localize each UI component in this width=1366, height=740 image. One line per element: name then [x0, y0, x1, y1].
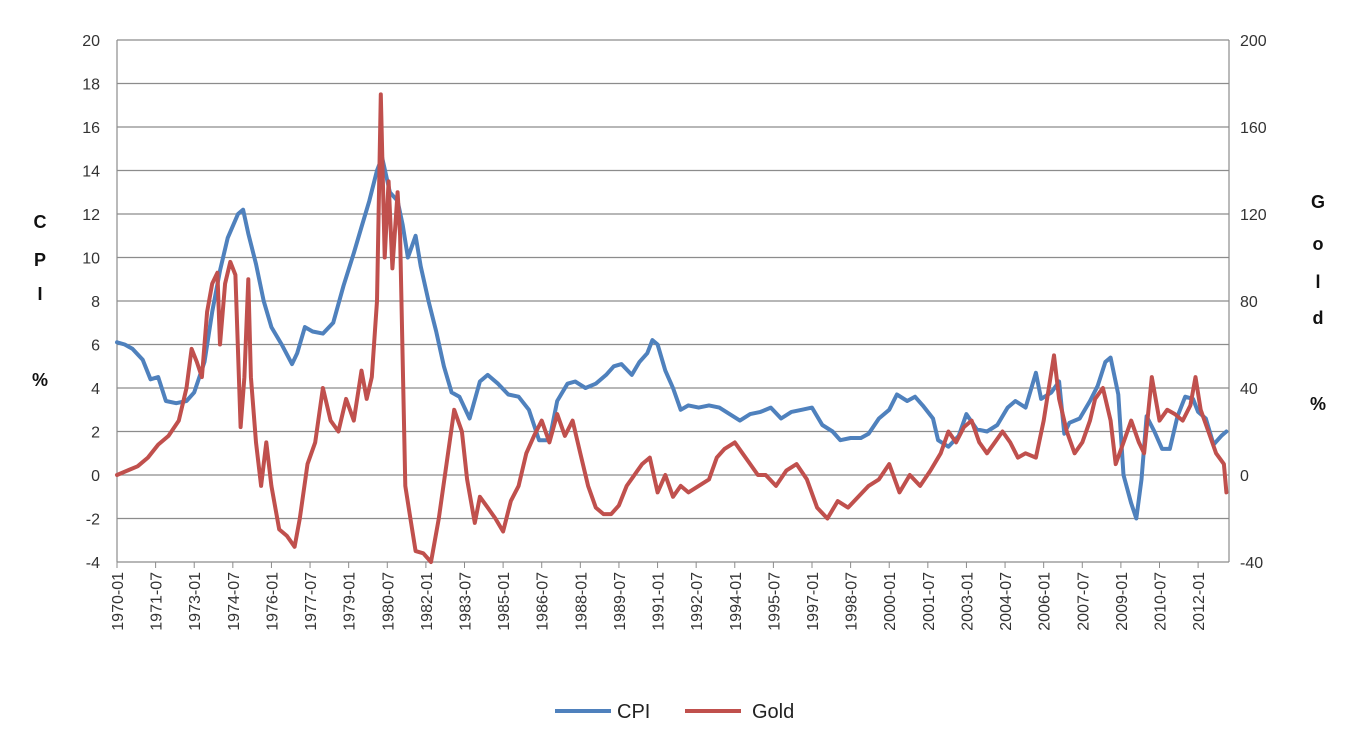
right-tick-label: 200 [1240, 33, 1267, 50]
x-tick-label: 1992-07 [689, 572, 706, 631]
right-axis-title-char: G [1311, 192, 1325, 212]
series-line-gold [115, 92, 1229, 564]
x-axis-ticks: 1970-01 1971-07 1973-01 1974-07 1976-01 1977-… [110, 562, 1208, 631]
x-tick-label: 2012-01 [1191, 572, 1208, 631]
right-axis-ticks: -40 0 40 80 120 160 200 [1240, 33, 1267, 572]
x-tick-label: 2006-01 [1037, 572, 1054, 631]
left-tick-label: 18 [82, 77, 100, 94]
left-tick-label: -4 [86, 555, 100, 572]
x-tick-label: 1973-01 [187, 572, 204, 631]
right-axis-title: Gold% [1310, 192, 1326, 414]
grid [117, 39, 1229, 563]
left-axis-title: CPI% [32, 212, 48, 390]
left-tick-label: -2 [86, 512, 100, 529]
left-tick-label: 6 [91, 338, 100, 355]
right-tick-label: 80 [1240, 294, 1258, 311]
x-tick-label: 1971-07 [149, 572, 166, 631]
x-tick-label: 1979-01 [342, 572, 359, 631]
x-tick-label: 1994-01 [728, 572, 745, 631]
series-line-cpi [115, 155, 1229, 521]
right-tick-label: -40 [1240, 555, 1263, 572]
x-tick-label: 1991-01 [651, 572, 668, 631]
legend-label-gold: Gold [752, 701, 794, 723]
x-tick-label: 1985-01 [496, 572, 513, 631]
x-tick-label: 2003-01 [959, 572, 976, 631]
right-tick-label: 160 [1240, 120, 1267, 137]
x-tick-label: 1977-07 [303, 572, 320, 631]
left-tick-label: 16 [82, 120, 100, 137]
left-axis-title-char: P [34, 250, 46, 270]
left-axis-title-char: % [32, 370, 48, 390]
x-tick-label: 1997-01 [805, 572, 822, 631]
right-axis-title-char: l [1315, 272, 1320, 292]
left-tick-label: 2 [91, 425, 100, 442]
right-axis-title-char: o [1313, 234, 1324, 254]
left-tick-label: 8 [91, 294, 100, 311]
left-tick-label: 12 [82, 207, 100, 224]
x-tick-label: 1970-01 [110, 572, 127, 631]
x-tick-label: 1980-07 [380, 572, 397, 631]
left-tick-label: 4 [91, 381, 100, 398]
x-tick-label: 2007-07 [1075, 572, 1092, 631]
left-axis-title-char: I [37, 284, 42, 304]
x-tick-label: 1989-07 [612, 572, 629, 631]
legend-label-cpi: CPI [617, 701, 650, 723]
x-tick-label: 1998-07 [844, 572, 861, 631]
x-tick-label: 2001-07 [921, 572, 938, 631]
left-axis-title-char: C [34, 212, 47, 232]
x-tick-label: 2000-01 [882, 572, 899, 631]
right-tick-label: 40 [1240, 381, 1258, 398]
left-tick-label: 10 [82, 251, 100, 268]
right-axis-title-char: % [1310, 394, 1326, 414]
x-tick-label: 1995-07 [766, 572, 783, 631]
x-tick-label: 2010-07 [1153, 572, 1170, 631]
right-tick-label: 0 [1240, 468, 1249, 485]
series-layer [115, 92, 1229, 564]
x-tick-label: 1976-01 [264, 572, 281, 631]
right-tick-label: 120 [1240, 207, 1267, 224]
right-axis-title-char: d [1313, 308, 1324, 328]
x-tick-label: 2009-01 [1114, 572, 1131, 631]
left-tick-label: 20 [82, 33, 100, 50]
x-tick-label: 2004-07 [998, 572, 1015, 631]
left-axis-ticks: -4 -2 0 2 4 6 8 10 12 14 16 18 20 [82, 33, 100, 572]
legend: CPI Gold [555, 701, 794, 723]
x-tick-label: 1986-07 [535, 572, 552, 631]
x-tick-label: 1988-01 [573, 572, 590, 631]
x-tick-label: 1983-07 [458, 572, 475, 631]
left-tick-label: 0 [91, 468, 100, 485]
x-tick-label: 1974-07 [226, 572, 243, 631]
left-tick-label: 14 [82, 164, 100, 181]
x-tick-label: 1982-01 [419, 572, 436, 631]
